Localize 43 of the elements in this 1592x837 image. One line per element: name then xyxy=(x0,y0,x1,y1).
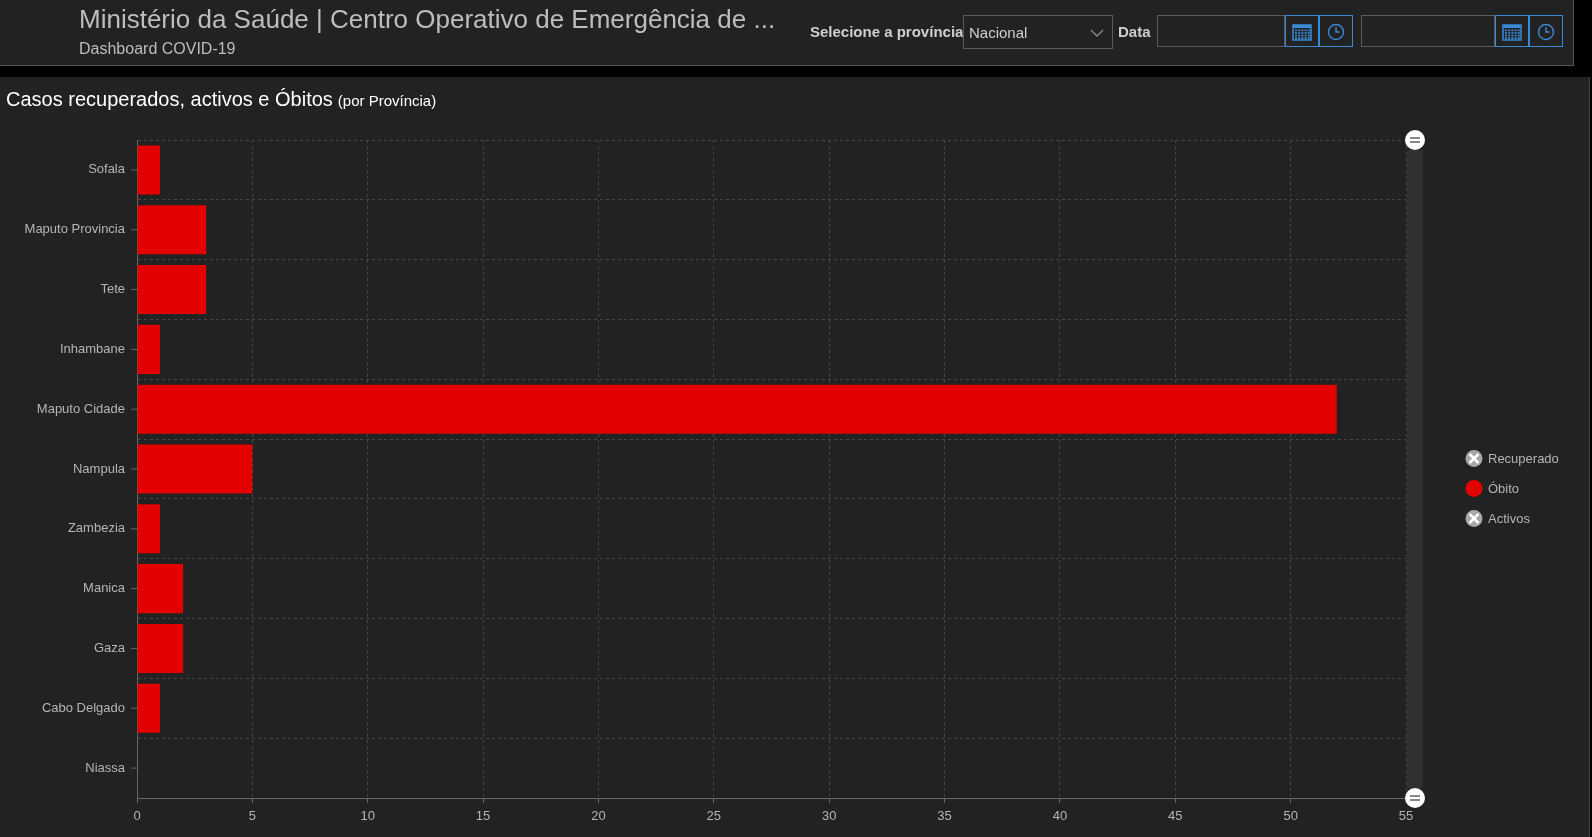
x-tick-label: 55 xyxy=(1398,808,1414,824)
x-tick-label: 30 xyxy=(821,808,837,824)
y-tick-label: Niassa xyxy=(85,759,126,775)
y-tick-label: Cabo Delgado xyxy=(41,699,125,715)
bar xyxy=(137,564,184,614)
x-tick-label: 20 xyxy=(591,808,606,824)
legend-label: Recuperado xyxy=(1488,451,1559,467)
x-tick-label: 40 xyxy=(1052,808,1068,824)
bar xyxy=(137,145,161,195)
y-tick-label: Manica xyxy=(83,580,126,596)
text: Dashboard COVID-19 xyxy=(79,40,236,58)
x-tick-label: 25 xyxy=(706,808,722,824)
x-tick-label: 0 xyxy=(133,808,141,824)
chart-subtitle: (por Província) xyxy=(337,92,437,109)
y-tick-label: Tete xyxy=(100,281,125,297)
bar xyxy=(137,623,184,673)
x-tick-label: 15 xyxy=(475,808,491,824)
y-tick-label: Gaza xyxy=(93,640,126,656)
x-tick-label: 10 xyxy=(360,808,375,824)
y-tick-label: Inhambane xyxy=(59,340,125,356)
y-tick-label: Nampula xyxy=(72,460,126,476)
y-tick-label: Sofala xyxy=(88,161,126,177)
bar xyxy=(137,504,161,554)
bar xyxy=(137,683,161,733)
y-tick-label: Maputo Provincia xyxy=(24,221,126,237)
bar xyxy=(137,384,1337,434)
y-tick-label: Zambezia xyxy=(67,520,126,536)
x-tick-label: 45 xyxy=(1168,808,1183,824)
x-tick-label: 5 xyxy=(248,808,256,824)
legend-label: Óbito xyxy=(1488,481,1520,497)
text: Ministério da Saúde | Centro Operativo de Emergência de ... xyxy=(79,4,776,35)
x-tick-label: 35 xyxy=(937,808,952,824)
y-tick-label: Maputo Cidade xyxy=(36,400,125,416)
select-field: Nacional xyxy=(963,15,1113,49)
text: Selecione a província xyxy=(810,23,964,40)
bar xyxy=(137,265,207,315)
chart-title: Casos recuperados, activos e Óbitos xyxy=(6,88,333,110)
bar xyxy=(137,324,161,374)
x-tick-label: 50 xyxy=(1283,808,1298,824)
text: Data xyxy=(1118,23,1151,40)
legend-label: Activos xyxy=(1488,511,1531,527)
bar xyxy=(137,444,253,494)
bar xyxy=(137,205,207,255)
